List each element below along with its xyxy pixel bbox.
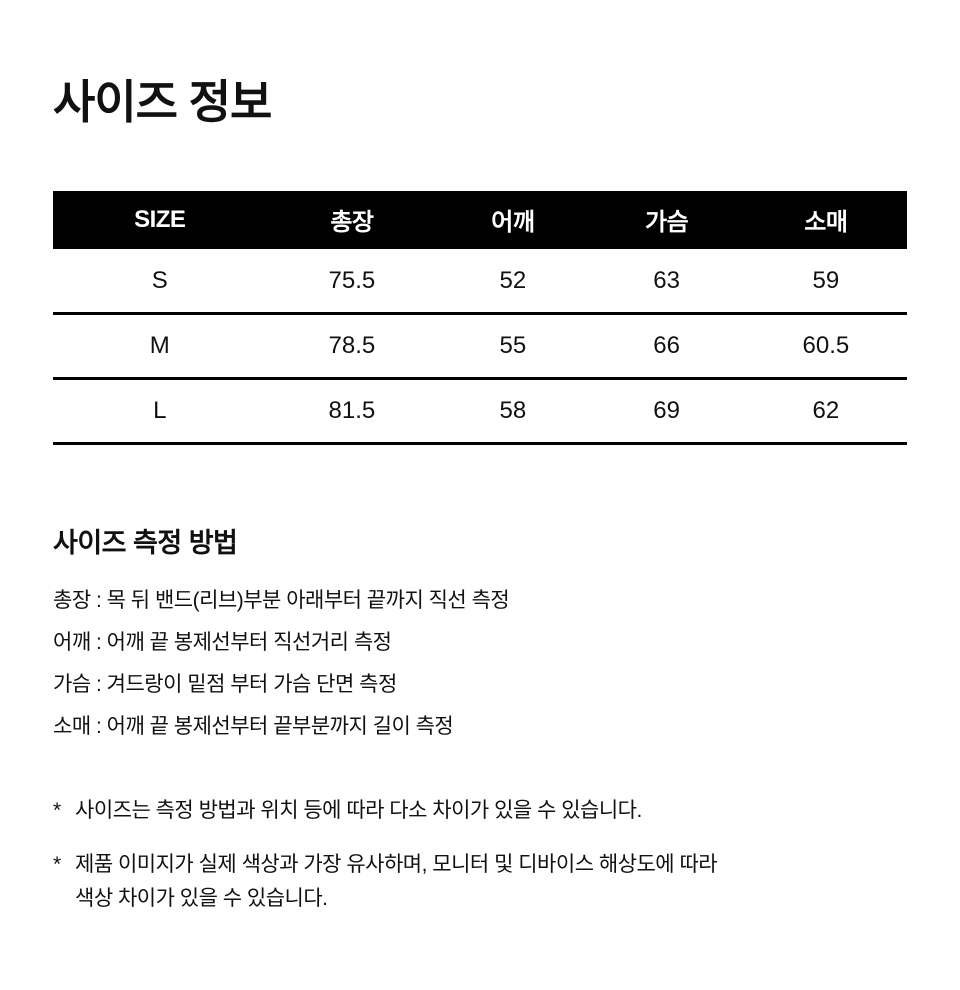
notes-section: * 사이즈는 측정 방법과 위치 등에 따라 다소 차이가 있을 수 있습니다.… [53, 794, 907, 916]
size-table: SIZE 총장 어깨 가슴 소매 S 75.5 52 63 59 M 78.5 … [53, 190, 907, 446]
guide-item-sleeve: 소매 : 어깨 끝 봉제선부터 끝부분까지 길이 측정 [53, 715, 454, 739]
cell-chest: 66 [653, 332, 680, 360]
page-title: 사이즈 정보 [53, 76, 272, 128]
cell-total-length: 78.5 [328, 332, 376, 360]
guide-item-shoulder: 어깨 : 어깨 끝 봉제선부터 직선거리 측정 [53, 631, 392, 655]
cell-chest: 63 [653, 266, 680, 294]
cell-sleeve: 62 [812, 397, 840, 425]
note-color-difference: * 제품 이미지가 실제 색상과 가장 유사하며, 모니터 및 디바이스 해상도… [53, 848, 907, 916]
cell-sleeve: 59 [812, 266, 840, 294]
cell-total-length: 81.5 [328, 397, 376, 425]
cell-total-length: 75.5 [328, 266, 376, 294]
cell-shoulder: 55 [499, 332, 527, 360]
column-header-chest: 가슴 [588, 190, 745, 249]
table-row-s: S 75.5 52 63 59 [53, 249, 907, 314]
header-row: SIZE 총장 어깨 가슴 소매 [53, 190, 907, 249]
guide-item-total-length: 총장 : 목 뒤 밴드(리브)부분 아래부터 끝까지 직선 측정 [53, 589, 510, 613]
asterisk-bullet: * [53, 799, 61, 823]
column-header-shoulder: 어깨 [437, 190, 589, 249]
guide-item-chest: 가슴 : 겨드랑이 밑점 부터 가슴 단면 측정 [53, 673, 397, 697]
asterisk-bullet: * [53, 853, 61, 877]
cell-size-label: M [149, 332, 170, 360]
column-header-size: SIZE [53, 190, 267, 249]
note-text: 제품 이미지가 실제 색상과 가장 유사하며, 모니터 및 디바이스 해상도에 … [75, 853, 718, 911]
cell-sleeve: 60.5 [802, 332, 850, 360]
note-size-variance: * 사이즈는 측정 방법과 위치 등에 따라 다소 차이가 있을 수 있습니다. [53, 794, 907, 828]
table-row-m: M 78.5 55 66 60.5 [53, 314, 907, 379]
measurement-guide-list: 총장 : 목 뒤 밴드(리브)부분 아래부터 끝까지 직선 측정 어깨 : 어깨… [53, 580, 907, 748]
cell-size-label: S [151, 266, 168, 294]
column-header-total-length: 총장 [266, 190, 438, 249]
cell-shoulder: 58 [499, 397, 527, 425]
cell-size-label: L [153, 397, 167, 425]
cell-shoulder: 52 [499, 266, 527, 294]
measurement-guide-heading: 사이즈 측정 방법 [53, 528, 238, 559]
cell-chest: 69 [653, 397, 680, 425]
note-text: 사이즈는 측정 방법과 위치 등에 따라 다소 차이가 있을 수 있습니다. [75, 799, 642, 823]
size-table-header: SIZE 총장 어깨 가슴 소매 [53, 190, 907, 249]
column-header-sleeve: 소매 [744, 190, 907, 249]
table-row-l: L 81.5 58 69 62 [53, 379, 907, 444]
